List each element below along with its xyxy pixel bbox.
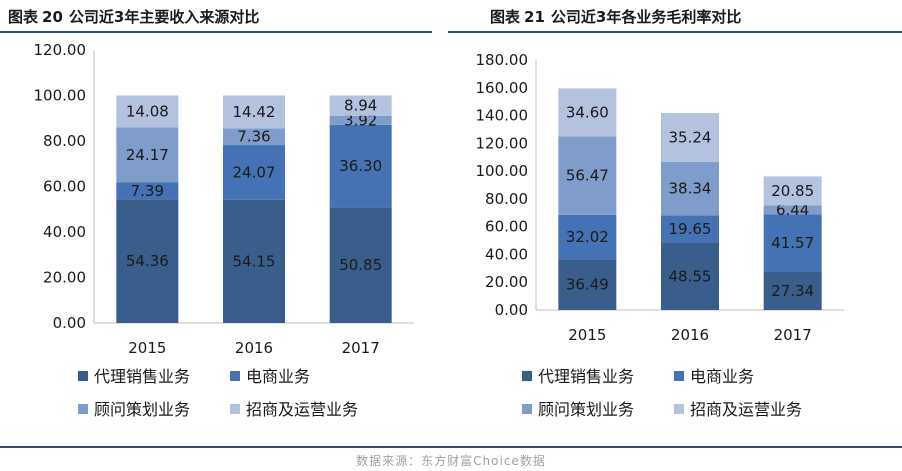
gross-margin-chart: 0.00 20.00 40.00 60.00 80.00 100.00 120.00 140.… xyxy=(476,51,844,419)
data-label: 24.07 xyxy=(233,163,276,181)
y-tick-label: 40.00 xyxy=(485,245,528,263)
legend-swatch xyxy=(522,404,532,414)
bar-segment xyxy=(763,176,822,206)
bar-segment xyxy=(661,215,719,243)
data-label: 41.57 xyxy=(771,234,814,252)
data-label: 54.36 xyxy=(126,252,169,270)
x-tick-label: 2015 xyxy=(128,339,166,357)
bar-segment xyxy=(329,115,392,125)
bar-segment xyxy=(661,162,719,216)
y-tick-label: 60.00 xyxy=(485,218,528,236)
y-tick-label: 120.00 xyxy=(476,134,529,152)
y-tick-label: 60.00 xyxy=(43,178,86,196)
legend-swatch xyxy=(230,404,240,414)
legend-swatch xyxy=(78,371,88,381)
data-label: 48.55 xyxy=(669,267,712,285)
legend-label: 顾问策划业务 xyxy=(538,400,634,419)
legend-swatch xyxy=(522,371,532,381)
title-rule-left xyxy=(0,31,432,33)
bar-segment xyxy=(558,136,617,215)
figure-caption: 公司近3年主要收入来源对比 xyxy=(68,8,260,26)
data-label: 38.34 xyxy=(669,180,712,198)
bar-segment xyxy=(329,207,392,323)
y-tick-label: 80.00 xyxy=(485,190,528,208)
y-tick-label: 100.00 xyxy=(34,87,87,105)
figure-title-left: 图表 20 公司近3年主要收入来源对比 xyxy=(8,6,259,27)
data-label: 32.02 xyxy=(566,228,609,246)
x-tick-label: 2017 xyxy=(774,326,812,344)
bar-segment xyxy=(223,128,285,146)
y-tick-label: 180.00 xyxy=(476,51,529,69)
y-tick-label: 100.00 xyxy=(476,162,529,180)
data-label: 14.08 xyxy=(126,103,169,121)
bar-segment xyxy=(558,259,617,310)
legend-swatch xyxy=(230,371,240,381)
legend-label: 电商业务 xyxy=(246,367,310,386)
bar-segment xyxy=(116,127,179,183)
y-tick-label: 120.00 xyxy=(34,41,87,59)
bar-segment xyxy=(116,95,179,128)
bar-segment xyxy=(763,214,822,273)
bar-segment xyxy=(763,205,822,215)
data-label: 36.49 xyxy=(566,276,609,294)
bar-segment xyxy=(763,272,822,310)
legend-swatch xyxy=(674,371,684,381)
bar-segment xyxy=(558,88,617,137)
y-tick-label: 0.00 xyxy=(53,314,86,332)
legend-label: 招商及运营业务 xyxy=(690,400,802,419)
y-tick-label: 140.00 xyxy=(476,107,529,125)
bar-segment xyxy=(661,242,719,310)
data-label: 8.94 xyxy=(344,97,377,115)
bar-segment xyxy=(558,214,617,260)
data-label: 27.34 xyxy=(771,282,814,300)
y-tick-label: 20.00 xyxy=(485,273,528,291)
figure-number: 21 xyxy=(524,8,545,26)
data-label: 35.24 xyxy=(669,129,712,147)
legend-swatch xyxy=(78,404,88,414)
data-label: 20.85 xyxy=(771,182,814,200)
data-label: 19.65 xyxy=(669,220,712,238)
bar-segment xyxy=(223,199,285,323)
figure-caption: 公司近3年各业务毛利率对比 xyxy=(550,8,742,26)
y-tick-label: 0.00 xyxy=(495,301,528,319)
y-tick-label: 20.00 xyxy=(43,269,86,287)
bar-segment xyxy=(223,95,285,129)
figure-prefix: 图表 xyxy=(8,8,39,26)
bar-segment xyxy=(329,95,392,116)
data-label: 14.42 xyxy=(233,103,276,121)
legend-swatch xyxy=(674,404,684,414)
legend-label: 顾问策划业务 xyxy=(94,400,190,419)
legend-label: 代理销售业务 xyxy=(94,367,190,386)
figure-number: 20 xyxy=(42,8,63,26)
y-tick-label: 80.00 xyxy=(43,132,86,150)
data-label: 50.85 xyxy=(339,256,382,274)
figure-title-right: 图表 21 公司近3年各业务毛利率对比 xyxy=(490,6,741,27)
data-label: 54.15 xyxy=(233,252,276,270)
x-tick-label: 2015 xyxy=(568,326,606,344)
source-note: 数据来源：东方财富Choice数据 xyxy=(356,454,546,468)
bar-segment xyxy=(116,182,179,200)
legend-label: 电商业务 xyxy=(690,367,754,386)
x-tick-label: 2016 xyxy=(235,339,273,357)
data-label: 56.47 xyxy=(566,167,609,185)
legend-label: 代理销售业务 xyxy=(538,367,634,386)
source-rule xyxy=(0,446,902,448)
bar-segment xyxy=(661,113,719,163)
revenue-source-chart: 0.00 20.00 40.00 60.00 80.00 100.00 120.00 54.3… xyxy=(34,41,414,419)
legend-label: 招商及运营业务 xyxy=(246,400,358,419)
data-label: 36.30 xyxy=(339,157,382,175)
x-tick-label: 2016 xyxy=(671,326,709,344)
y-tick-label: 40.00 xyxy=(43,223,86,241)
data-label: 34.60 xyxy=(566,103,609,121)
data-label: 24.17 xyxy=(126,146,169,164)
data-label: 7.39 xyxy=(131,182,164,200)
bar-segment xyxy=(116,199,179,323)
y-tick-label: 160.00 xyxy=(476,79,529,97)
figure-prefix: 图表 xyxy=(490,8,521,26)
bar-segment xyxy=(329,124,392,208)
x-tick-label: 2017 xyxy=(342,339,380,357)
bar-segment xyxy=(223,145,285,200)
data-label: 7.36 xyxy=(237,128,270,146)
title-rule-right xyxy=(448,31,902,33)
